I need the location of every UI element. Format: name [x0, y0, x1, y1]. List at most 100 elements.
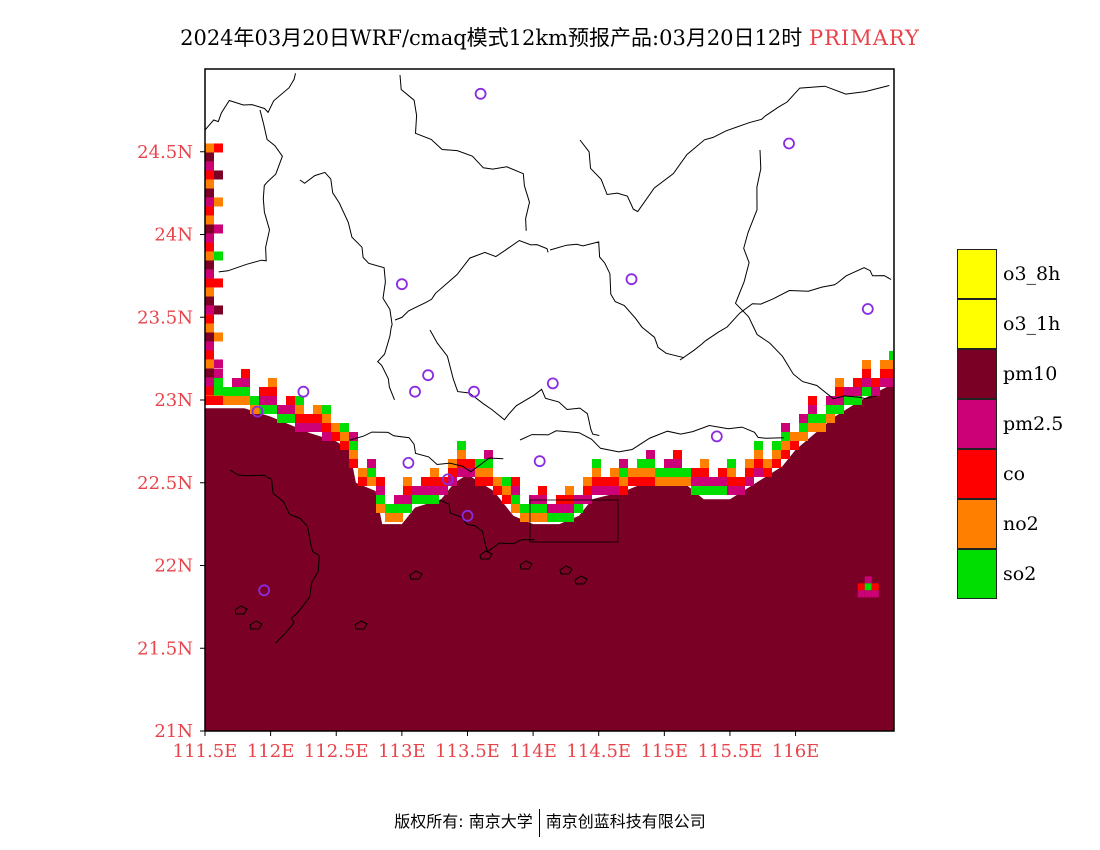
coastal-cell	[673, 450, 682, 459]
edge-cell	[205, 341, 214, 351]
coastal-cell	[223, 387, 232, 396]
edge-cell	[214, 386, 223, 396]
edge-cell	[205, 152, 214, 162]
coastal-cell	[511, 504, 520, 513]
coastal-cell	[862, 360, 871, 369]
copyright-left: 版权所有: 南京大学	[394, 812, 533, 831]
coastal-cell	[862, 369, 871, 378]
coastal-cell	[592, 486, 601, 495]
edge-cell	[214, 305, 223, 315]
coastal-cell	[700, 468, 709, 477]
coastal-cell	[844, 396, 853, 405]
coastal-cell	[538, 486, 547, 495]
edge-cell	[214, 278, 223, 288]
coastal-cell	[700, 486, 709, 495]
coastal-cell	[592, 477, 601, 486]
coastal-cell	[457, 441, 466, 450]
coastal-cell	[322, 405, 331, 414]
coastal-cell	[556, 504, 565, 513]
coastal-cell	[241, 369, 250, 378]
boundary-line	[349, 431, 504, 473]
coastal-cell	[601, 477, 610, 486]
coastal-cell	[691, 477, 700, 486]
coastal-cell	[718, 468, 727, 477]
coastal-cell	[853, 378, 862, 387]
coastal-cell	[511, 477, 520, 486]
coastal-cell	[781, 432, 790, 441]
coastal-cell	[799, 423, 808, 432]
station-marker	[710, 430, 723, 443]
coastal-cell	[313, 414, 322, 423]
island-outline	[409, 570, 423, 580]
coastal-cell	[664, 477, 673, 486]
boundary-line	[679, 267, 892, 361]
title-tag: PRIMARY	[808, 26, 920, 50]
station-marker	[395, 278, 408, 291]
coastal-cell	[664, 468, 673, 477]
x-tick-label: 111.5E	[173, 741, 238, 762]
edge-cell	[205, 314, 214, 324]
edge-cell	[214, 170, 223, 180]
y-tick-label: 23.5N	[137, 307, 193, 328]
coastal-cell	[619, 459, 628, 468]
coastal-cell	[304, 423, 313, 432]
coastal-cell	[772, 450, 781, 459]
coastal-cell	[547, 513, 556, 522]
coastal-cell	[412, 495, 421, 504]
coastal-cell	[538, 504, 547, 513]
coastal-cell	[430, 477, 439, 486]
station-marker	[441, 473, 454, 486]
coastal-cell	[646, 459, 655, 468]
y-tick-label: 23N	[154, 390, 193, 411]
coastal-cell	[727, 468, 736, 477]
offshore-cell	[864, 583, 872, 591]
coastal-cell	[268, 387, 277, 396]
legend-label: pm2.5	[1003, 413, 1064, 435]
coastal-cell	[367, 468, 376, 477]
coastal-cell	[592, 468, 601, 477]
coastal-cell	[475, 477, 484, 486]
coastal-cell	[835, 405, 844, 414]
offshore-cell	[857, 583, 865, 591]
station-marker	[625, 273, 638, 286]
coastal-cell	[700, 477, 709, 486]
coastal-cell	[376, 504, 385, 513]
edge-cell	[214, 251, 223, 261]
y-tick-label: 21.5N	[137, 638, 193, 659]
station-marker	[422, 369, 435, 382]
coastal-cell	[403, 504, 412, 513]
coastal-cell	[223, 396, 232, 405]
coastal-cell	[808, 423, 817, 432]
legend-swatch	[957, 549, 997, 599]
footer-divider	[538, 808, 540, 837]
coastal-cell	[637, 459, 646, 468]
coastal-cell	[538, 495, 547, 504]
legend-label: no2	[1003, 513, 1039, 535]
coastal-cell	[853, 396, 862, 405]
coastal-cell	[268, 405, 277, 414]
coastal-cell	[556, 495, 565, 504]
coastal-cell	[403, 477, 412, 486]
coastal-cell	[664, 459, 673, 468]
admin-boundaries	[205, 73, 892, 644]
coastal-cell	[880, 360, 889, 369]
coastal-cell	[781, 441, 790, 450]
offshore-cell	[864, 576, 872, 584]
coastal-cell	[322, 432, 331, 441]
legend-label: so2	[1003, 563, 1037, 585]
coastal-cell	[709, 477, 718, 486]
coastal-cell	[862, 378, 871, 387]
coastal-cell	[889, 360, 894, 369]
coastal-cell	[520, 513, 529, 522]
legend-item-o3-8h: o3_8h	[957, 249, 1087, 299]
coastal-cell	[493, 486, 502, 495]
edge-cell	[205, 350, 214, 360]
station-marker	[258, 584, 271, 597]
edge-cell	[205, 215, 214, 225]
coastal-cell	[772, 459, 781, 468]
coastal-cell	[655, 477, 664, 486]
legend-label: co	[1003, 463, 1026, 485]
edge-cell	[205, 359, 214, 369]
coastal-cell	[277, 405, 286, 414]
station-marker	[474, 87, 487, 100]
